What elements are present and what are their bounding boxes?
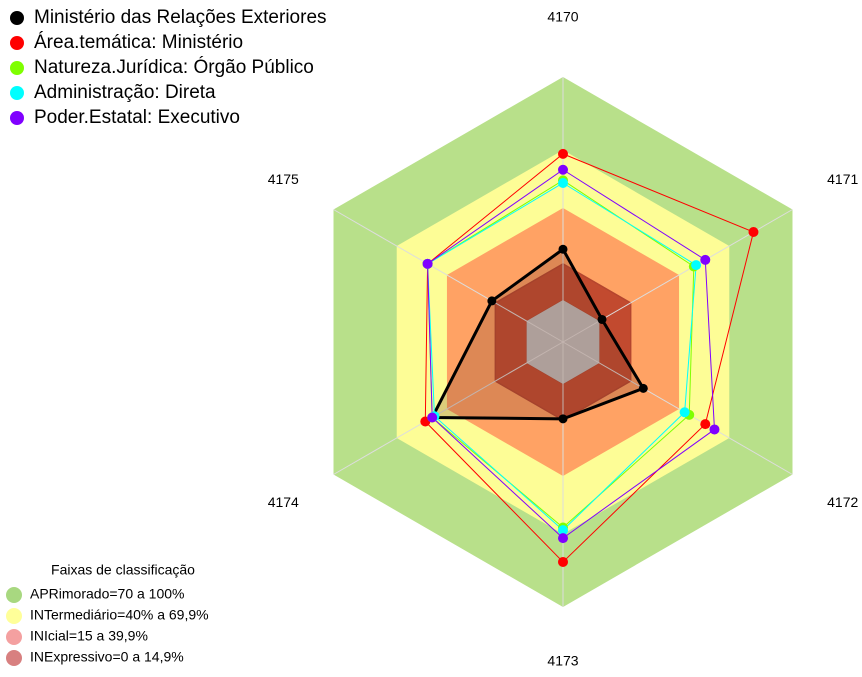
band-marker [6, 629, 22, 645]
data-point [558, 178, 568, 188]
axis-label: 4175 [268, 171, 299, 187]
legend-marker [10, 36, 24, 50]
data-point [691, 260, 702, 271]
band-label: INExpressivo=0 a 14,9% [30, 649, 184, 665]
legend-label: Poder.Estatal: Executivo [34, 107, 240, 128]
legend-label: Administração: Direta [34, 82, 216, 103]
data-point [700, 419, 711, 430]
data-point [700, 254, 711, 265]
data-point [558, 244, 568, 254]
data-point [558, 556, 568, 567]
legend-marker [10, 111, 24, 125]
axis-label: 4172 [827, 494, 858, 510]
data-point [558, 164, 568, 175]
data-point [422, 258, 433, 269]
legend-marker [10, 86, 24, 100]
data-point [558, 414, 568, 424]
legend-marker [10, 61, 24, 75]
band-label: APRimorado=70 a 100% [30, 586, 185, 602]
axis-label: 4174 [268, 494, 299, 510]
band-marker [6, 650, 22, 666]
band-label: INIcial=15 a 39,9% [30, 628, 148, 644]
data-point [558, 525, 568, 536]
data-point [487, 296, 497, 306]
legend-label: Natureza.Jurídica: Órgão Público [34, 56, 314, 78]
data-point [748, 227, 759, 238]
axis-label: 4170 [547, 9, 578, 25]
data-point [638, 383, 648, 393]
data-point [427, 412, 438, 423]
legend-label: Área.temática: Ministério [34, 32, 243, 53]
axis-line [333, 209, 564, 343]
bands-title: Faixas de classificação [51, 562, 195, 578]
legend-marker [10, 11, 24, 25]
band-label: INTermediário=40% a 69,9% [30, 607, 209, 623]
legend-label: Ministério das Relações Exteriores [34, 7, 327, 28]
data-point [597, 314, 607, 324]
axis-line [333, 341, 564, 475]
data-point [679, 407, 690, 418]
axis-line [562, 341, 793, 475]
data-point [709, 424, 720, 435]
band-marker [6, 587, 22, 603]
axis-label: 4173 [547, 653, 578, 669]
axis-label: 4171 [827, 171, 858, 187]
band-marker [6, 608, 22, 624]
data-point [558, 148, 568, 159]
data-point [558, 533, 568, 544]
